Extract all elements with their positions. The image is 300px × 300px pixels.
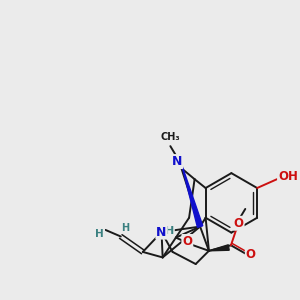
Text: CH₃: CH₃ [160, 132, 180, 142]
Text: N: N [156, 226, 167, 238]
Text: O: O [246, 248, 256, 261]
Text: N: N [172, 155, 182, 168]
Polygon shape [182, 164, 203, 227]
Text: H: H [95, 229, 104, 239]
Text: O: O [234, 217, 244, 230]
Text: H: H [165, 226, 174, 236]
Polygon shape [209, 245, 229, 251]
Text: H: H [121, 223, 129, 233]
Text: OH: OH [278, 170, 298, 184]
Text: O: O [182, 235, 192, 248]
